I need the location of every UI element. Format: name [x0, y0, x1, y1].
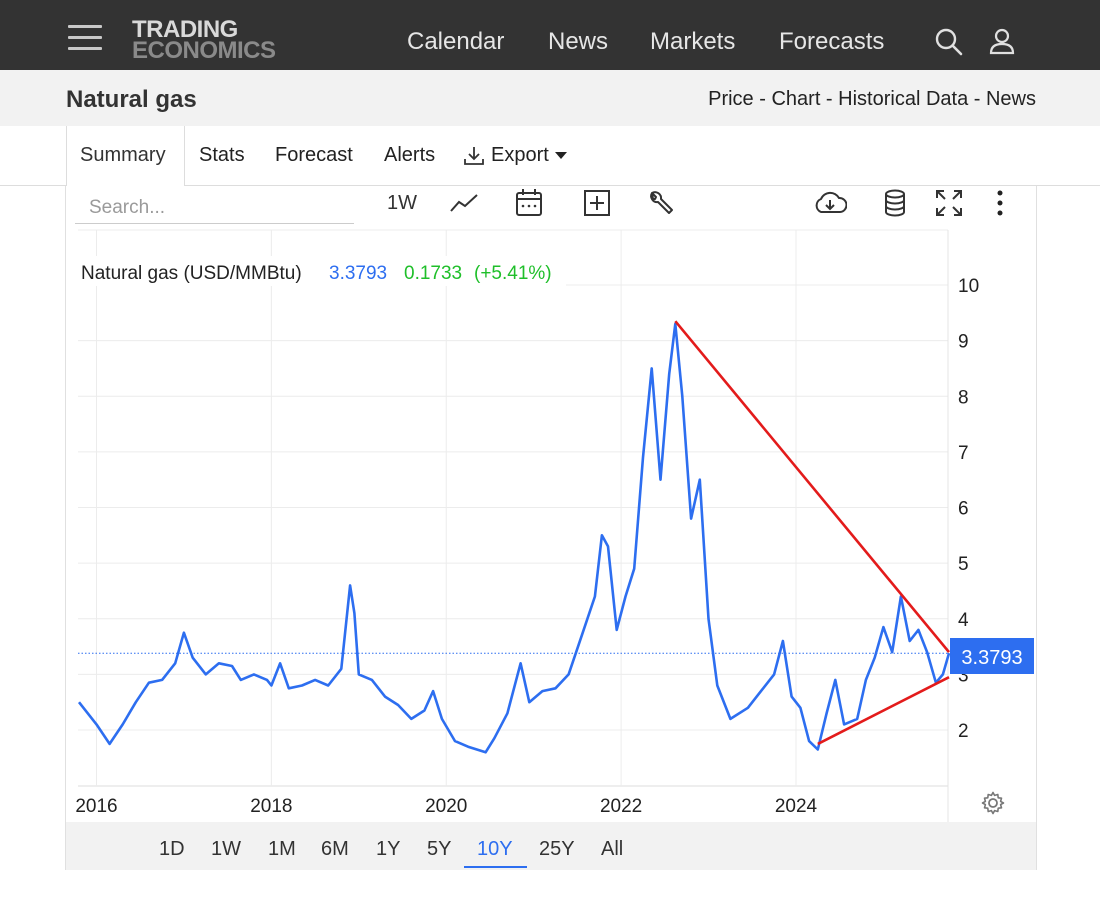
- nav-calendar[interactable]: Calendar: [407, 28, 505, 55]
- more-options-button[interactable]: [985, 186, 1015, 220]
- search-input[interactable]: [75, 192, 354, 224]
- fullscreen-icon: [936, 190, 962, 216]
- range-25y[interactable]: 25Y: [539, 838, 575, 860]
- line-chart-icon: [450, 194, 478, 212]
- logo[interactable]: TRADING ECONOMICS: [132, 16, 276, 64]
- user-icon[interactable]: [988, 27, 1018, 57]
- range-5y[interactable]: 5Y: [427, 838, 452, 860]
- breadcrumb-separator: -: [968, 88, 986, 110]
- compare-button[interactable]: [579, 186, 615, 220]
- range-10y[interactable]: 10Y: [477, 838, 513, 860]
- nav-forecasts[interactable]: Forecasts: [779, 28, 885, 55]
- range-1y[interactable]: 1Y: [376, 838, 401, 860]
- menu-icon[interactable]: [68, 25, 104, 51]
- range-1d[interactable]: 1D: [159, 838, 185, 860]
- breadcrumb-historical-data[interactable]: Historical Data: [838, 88, 969, 110]
- tab-forecast[interactable]: Forecast: [275, 144, 353, 166]
- tab-alerts[interactable]: Alerts: [384, 144, 436, 166]
- nav-news[interactable]: News: [548, 28, 609, 55]
- date-range-button[interactable]: [511, 186, 547, 220]
- caret-down-icon: [554, 151, 567, 159]
- wrench-icon: [650, 191, 673, 214]
- breadcrumb-chart[interactable]: Chart: [771, 88, 821, 110]
- breadcrumb: Price - Chart - Historical Data - News: [708, 88, 1036, 111]
- nav-markets[interactable]: Markets: [650, 28, 736, 55]
- chart-settings-button[interactable]: [978, 788, 1008, 818]
- range-6m[interactable]: 6M: [321, 838, 349, 860]
- page-title: Natural gas: [66, 86, 197, 113]
- active-range-indicator: [464, 866, 527, 868]
- chart-type-button[interactable]: [446, 186, 482, 220]
- range-all[interactable]: All: [601, 838, 624, 860]
- breadcrumb-news[interactable]: News: [985, 88, 1036, 110]
- logo-line2: ECONOMICS: [132, 37, 276, 64]
- more-vertical-icon: [997, 190, 1003, 216]
- gear-icon: [981, 791, 1005, 815]
- range-1m[interactable]: 1M: [268, 838, 296, 860]
- settings-tools-button[interactable]: [643, 186, 679, 220]
- data-button[interactable]: [878, 186, 912, 220]
- cloud-download-button[interactable]: [811, 186, 849, 220]
- search-icon[interactable]: [934, 27, 964, 57]
- tab-stats[interactable]: Stats: [199, 144, 245, 166]
- tab-summary[interactable]: Summary: [80, 144, 166, 166]
- breadcrumb-price[interactable]: Price: [708, 88, 754, 110]
- database-icon: [885, 189, 905, 217]
- top-navbar: TRADING ECONOMICS Calendar News Markets …: [0, 0, 1100, 70]
- fullscreen-button[interactable]: [932, 186, 966, 220]
- range-selector: [66, 822, 1036, 870]
- breadcrumb-separator: -: [820, 88, 839, 110]
- interval-button[interactable]: 1W: [387, 191, 417, 214]
- cloud-download-icon: [815, 191, 847, 213]
- tab-divider: [0, 185, 1100, 186]
- tab-summary-background: [66, 126, 185, 186]
- chart-panel: [65, 186, 1037, 870]
- logo-line1: TRADING: [132, 16, 238, 43]
- download-icon: [464, 146, 484, 165]
- page-header: Natural gas Price - Chart - Historical D…: [0, 70, 1100, 126]
- plus-box-icon: [584, 190, 610, 216]
- range-1w[interactable]: 1W: [211, 838, 241, 860]
- tab-export[interactable]: Export: [463, 144, 567, 167]
- tab-export-label: Export: [491, 144, 549, 166]
- calendar-icon: [516, 189, 542, 216]
- breadcrumb-separator: -: [753, 88, 772, 110]
